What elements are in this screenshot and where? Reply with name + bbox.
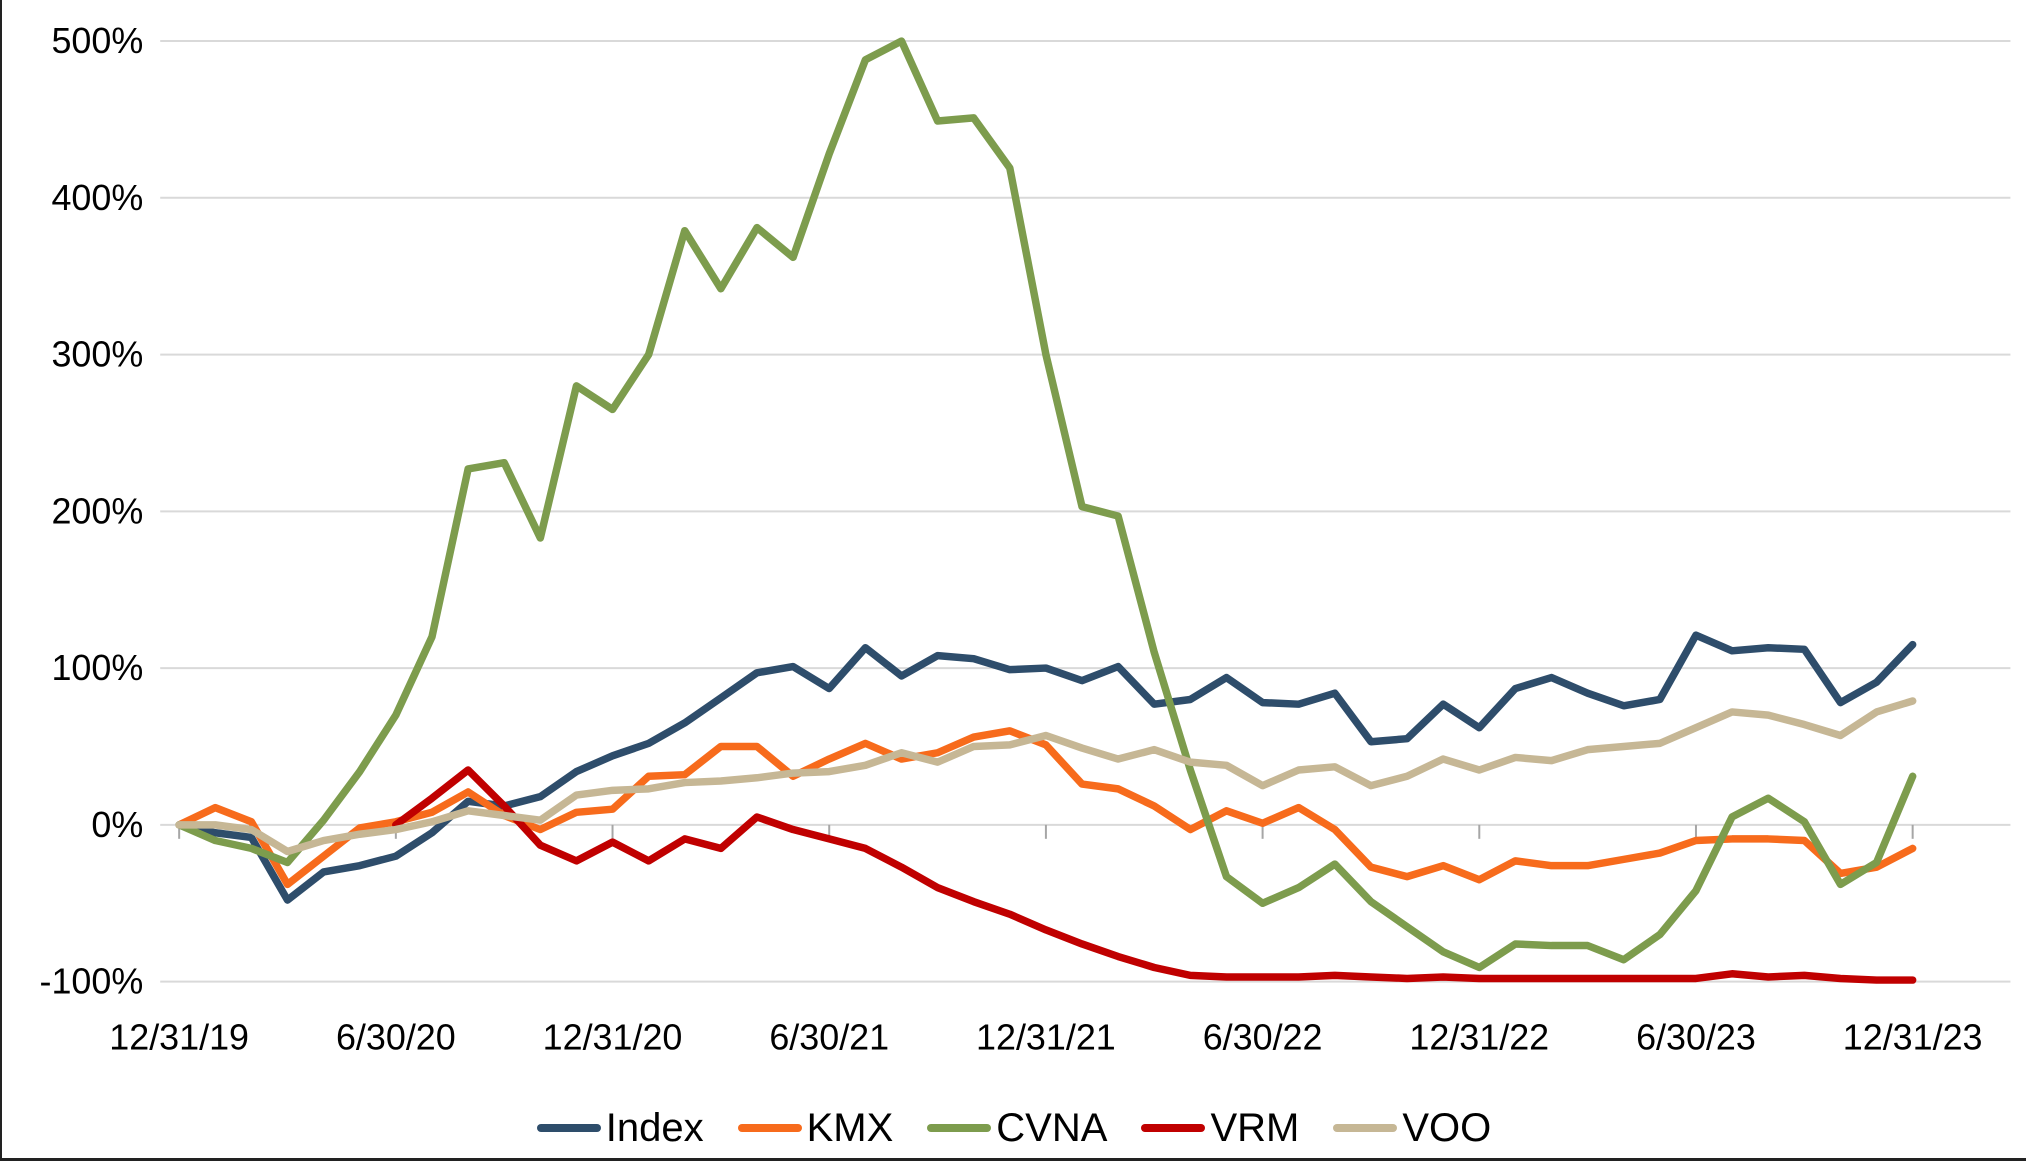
legend-item-voo: VOO [1333,1108,1491,1148]
x-axis-label: 12/31/22 [1409,1017,1549,1057]
legend-swatch-index [536,1124,601,1132]
y-axis-label: 400% [51,178,143,218]
series-line-vrm [392,766,1917,984]
legend-label-index: Index [605,1106,704,1150]
y-axis-label: 0% [91,805,143,845]
gridlines [160,40,2011,983]
legend-label-kmx: KMX [806,1106,894,1150]
x-axis-label: 6/30/20 [336,1017,456,1057]
legend-swatch-voo [1333,1124,1398,1132]
x-axis-labels: 12/31/19 6/30/20 12/31/20 6/30/21 12/31/21 6/… [109,1017,1982,1057]
legend-item-vrm: VRM [1141,1108,1299,1148]
y-axis-label: 100% [51,648,143,688]
x-axis-label: 6/30/22 [1203,1017,1323,1057]
series-line-kmx [175,727,1917,889]
y-axis-labels: -100% 0% 100% 200% 300% 400% 500% [40,21,144,1002]
legend-label-cvna: CVNA [996,1106,1108,1150]
y-axis-label: 500% [51,21,143,61]
x-axis-label: 12/31/20 [543,1017,683,1057]
legend-swatch-kmx [737,1124,802,1132]
series-line-cvna [175,37,1917,972]
legend-label-vrm: VRM [1210,1106,1300,1150]
series-lines [175,37,1917,984]
chart-legend: Index KMX CVNA VRM VOO [2,1100,2026,1156]
y-axis-label: -100% [40,962,144,1002]
x-axis-label: 6/30/23 [1636,1017,1756,1057]
series-line-voo [175,697,1917,856]
legend-swatch-vrm [1141,1124,1206,1132]
legend-item-kmx: KMX [737,1106,894,1150]
legend-item-index: Index [536,1106,704,1150]
y-axis-label: 200% [51,491,143,531]
x-axis-label: 12/31/23 [1843,1017,1983,1057]
legend-label-voo: VOO [1402,1106,1492,1150]
legend-swatch-cvna [927,1124,992,1132]
x-axis-label: 12/31/19 [109,1017,249,1057]
y-axis-label: 300% [51,335,143,375]
x-axis-label: 6/30/21 [769,1017,889,1057]
x-axis-label: 12/31/21 [976,1017,1116,1057]
legend-item-cvna: CVNA [927,1108,1107,1148]
series-line-index [175,631,1917,904]
